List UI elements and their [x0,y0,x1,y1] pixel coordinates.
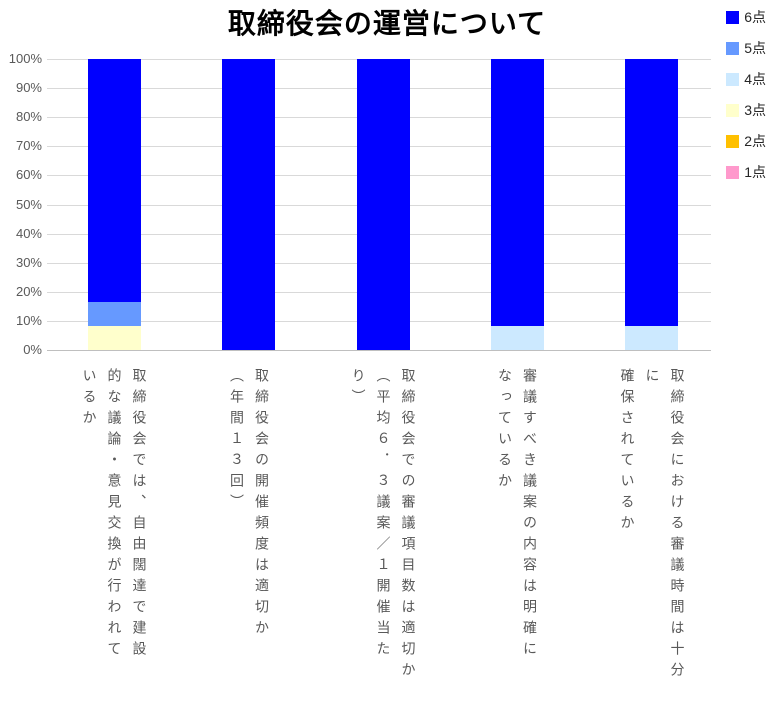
bar-segment [357,59,410,350]
y-tick-label: 80% [15,109,42,124]
legend-label: 1点 [744,164,766,180]
category-label: 取締役会の開催頻度は適切か （年間１３回） [229,368,270,641]
bar [625,59,678,350]
y-tick-label: 90% [15,80,42,95]
legend-swatch-icon [726,134,740,148]
legend-item: 4点 [726,72,766,86]
y-tick-label: 30% [15,255,42,270]
y-tick-label: 100% [8,51,42,66]
y-tick-label: 40% [15,226,42,241]
legend-item: 3点 [726,103,766,117]
legend-swatch-icon [726,72,740,86]
bar-segment [88,302,141,326]
bar-segment [222,59,275,350]
y-tick-label: 0% [23,342,42,357]
y-tick-label: 10% [15,313,42,328]
legend-swatch-icon [726,103,740,117]
category-label: 取締役会における審議時間は十分に 確保されているか [619,368,686,683]
legend-swatch-icon [726,165,740,179]
bar-segment [491,59,544,326]
legend-label: 6点 [744,9,766,25]
bar [357,59,410,350]
legend-item: 2点 [726,134,766,148]
bar-segment [625,326,678,350]
legend: 6点 5点 4点 3点 2点 1点 [726,10,766,179]
bar [491,59,544,350]
legend-item: 5点 [726,41,766,55]
legend-swatch-icon [726,41,740,55]
bar [88,59,141,350]
category-label: 審議すべき議案の内容は明確に なっているか [497,368,538,662]
bar-segment [625,59,678,326]
legend-item: 1点 [726,165,766,179]
y-tick-label: 70% [15,138,42,153]
x-axis-line [47,350,711,351]
legend-label: 2点 [744,133,766,149]
category-label: 取締役会では、自由闊達で建設 的な議論・意見交換が行われて いるか [81,368,148,662]
legend-swatch-icon [726,10,740,24]
chart-title: 取締役会の運営について [227,8,547,39]
legend-label: 3点 [744,102,766,118]
y-tick-label: 50% [15,197,42,212]
bar [222,59,275,350]
y-tick-label: 60% [15,167,42,182]
legend-label: 5点 [744,40,766,56]
legend-label: 4点 [744,71,766,87]
bar-segment [88,59,141,302]
y-tick-label: 20% [15,284,42,299]
bar-segment [88,326,141,350]
bar-segment [491,326,544,350]
legend-item: 6点 [726,10,766,24]
category-label: 取締役会での審議項目数は適切か （平均６．３議案／１開催当た り） [350,368,417,683]
